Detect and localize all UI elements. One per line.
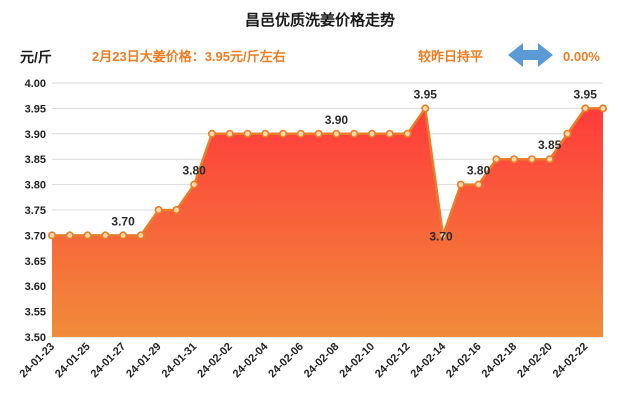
x-tick-label: 24-02-18 [480,341,520,381]
data-label: 3.90 [325,113,349,127]
data-point [492,155,501,164]
data-point [581,104,590,113]
data-point [172,206,181,215]
data-labels: 3.70 3.80 3.90 3.95 3.70 3.80 3.85 3.95 [111,87,597,243]
y-tick-label: 3.75 [25,205,46,217]
data-point [47,231,56,240]
y-tick-label: 3.60 [25,281,46,293]
x-tick-label: 24-01-27 [89,341,129,381]
data-label: 3.85 [538,138,562,152]
x-tick-label: 24-02-04 [231,340,271,380]
x-tick-label: 24-02-10 [337,341,377,381]
y-tick-label: 3.80 [25,180,46,192]
price-area [52,108,603,338]
data-point [136,231,145,240]
data-label: 3.80 [467,164,491,178]
data-point [563,129,572,138]
x-tick-label: 24-02-06 [266,341,306,381]
data-point [421,104,430,113]
y-tick-label: 3.85 [25,154,46,166]
data-point [243,129,252,138]
data-point [101,231,110,240]
data-label: 3.95 [574,87,598,101]
x-tick-label: 24-01-25 [53,341,93,381]
data-point [119,231,128,240]
data-point [439,231,448,240]
data-point [598,104,607,113]
y-tick-label: 4.00 [25,78,46,90]
y-tick-label: 3.55 [25,307,46,319]
left-right-arrow-icon [508,43,553,67]
x-tick-label: 24-01-29 [124,341,164,381]
data-point [527,155,536,164]
data-point [367,129,376,138]
y-tick-label: 3.95 [25,103,46,115]
data-point [385,129,394,138]
x-tick-label: 24-02-14 [409,340,449,380]
data-point [261,129,270,138]
data-point [296,129,305,138]
data-point [207,129,216,138]
data-label: 3.70 [429,229,453,243]
data-point [154,206,163,215]
data-label: 3.70 [111,214,135,228]
data-point [83,231,92,240]
data-point [403,129,412,138]
data-point [332,129,341,138]
data-point [510,155,519,164]
y-axis-unit: 元/斤 [20,49,52,65]
data-point [474,180,483,189]
x-tick-label: 24-02-16 [444,341,484,381]
data-label: 3.80 [183,164,207,178]
data-point [65,231,74,240]
price-note: 2月23日大姜价格：3.95元/斤左右 [92,49,286,64]
y-axis-ticks: 3.50 3.55 3.60 3.65 3.70 3.75 3.80 3.85 3.90 3.95… [25,78,46,344]
chart-title: 昌邑优质洗姜价格走势 [245,11,395,29]
x-tick-label: 24-01-23 [17,341,57,381]
x-tick-label: 24-02-02 [195,341,235,381]
data-point [314,129,323,138]
y-tick-label: 3.65 [25,256,46,268]
x-tick-label: 24-01-31 [160,341,200,381]
data-points [47,104,607,240]
x-tick-label: 24-02-12 [373,341,413,381]
y-tick-label: 3.90 [25,129,46,141]
change-percent: 0.00% [563,49,600,64]
x-tick-label: 24-02-22 [551,341,591,381]
data-point [279,129,288,138]
x-tick-label: 24-02-08 [302,341,342,381]
data-point [225,129,234,138]
x-axis-ticks: 24-01-2324-01-2524-01-2724-01-2924-01-31… [17,340,590,380]
x-tick-label: 24-02-20 [515,341,555,381]
data-point [545,155,554,164]
data-point [190,180,199,189]
data-point [350,129,359,138]
data-label: 3.95 [414,87,438,101]
y-tick-label: 3.50 [25,332,46,344]
data-point [456,180,465,189]
y-tick-label: 3.70 [25,230,46,242]
compare-label: 较昨日持平 [418,49,483,64]
